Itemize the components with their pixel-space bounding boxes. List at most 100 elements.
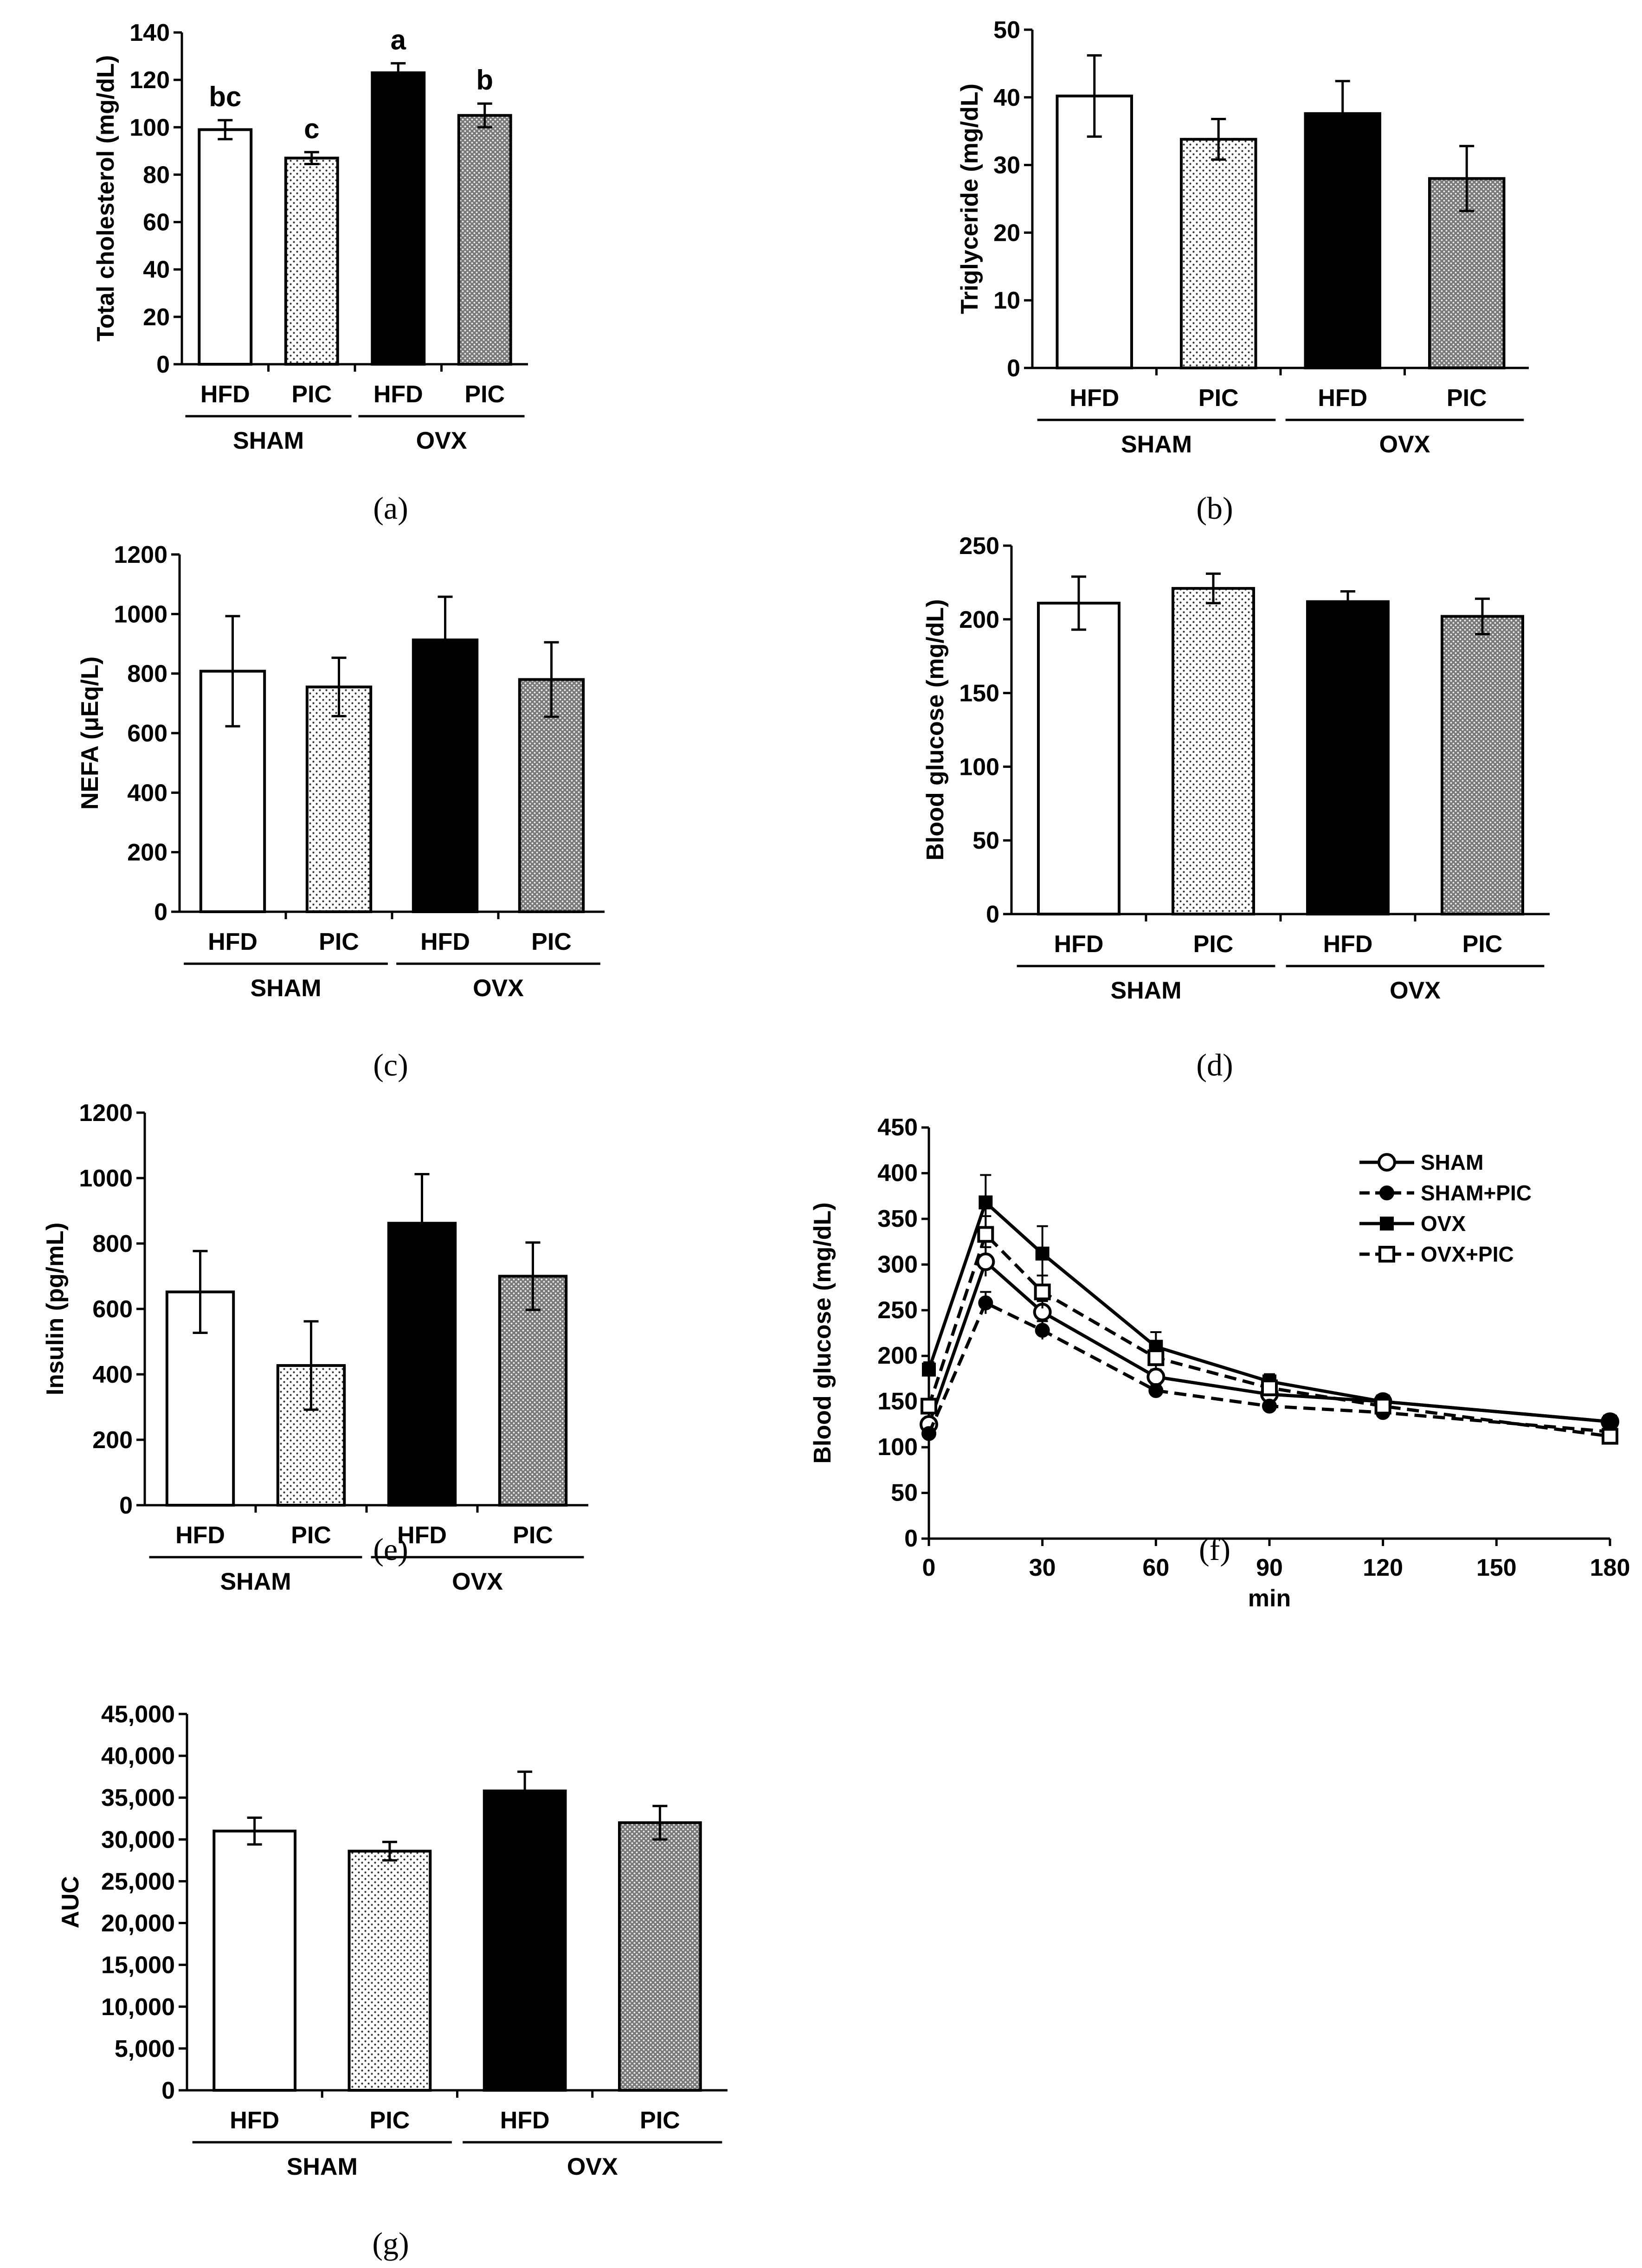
y-tick-label: 100: [959, 754, 999, 780]
group-label: SHAM: [220, 1568, 291, 1595]
data-point: [1261, 1379, 1278, 1397]
legend-marker: [1378, 1153, 1396, 1172]
bar: [412, 638, 479, 913]
bar: [1441, 615, 1524, 915]
x-tick-label: 90: [1256, 1554, 1283, 1581]
treatment-label: PIC: [464, 381, 505, 408]
y-tick-label: 1000: [114, 601, 167, 628]
data-point: [1035, 1246, 1050, 1261]
treatment-label: HFD: [1069, 385, 1119, 412]
legend-label: OVX: [1421, 1211, 1466, 1236]
panel-caption: (c): [373, 1047, 408, 1082]
y-tick-label: 0: [119, 1492, 133, 1519]
panel-caption: (a): [373, 490, 408, 526]
treatment-label: HFD: [1318, 385, 1367, 412]
y-tick-label: 150: [959, 680, 999, 707]
y-axis-label: Blood glucose (mg/dL): [809, 1202, 836, 1463]
group-label: OVX: [1379, 431, 1430, 458]
y-tick-label: 10: [993, 287, 1020, 314]
y-tick-label: 25,000: [101, 1868, 175, 1895]
y-tick-label: 450: [877, 1114, 918, 1141]
panel-caption: (g): [372, 2226, 409, 2261]
y-tick-label: 40: [143, 257, 170, 284]
y-tick-label: 5,000: [115, 2036, 175, 2062]
group-label: SHAM: [287, 2153, 358, 2180]
y-tick-label: 350: [877, 1205, 918, 1232]
y-tick-label: 400: [127, 780, 167, 806]
y-tick-label: 0: [156, 351, 170, 378]
bar: [1037, 601, 1120, 915]
y-tick-label: 100: [877, 1434, 918, 1461]
legend-marker: [1378, 1246, 1395, 1263]
x-tick-label: 60: [1142, 1554, 1169, 1581]
y-tick-label: 30: [993, 152, 1020, 179]
y-tick-label: 1200: [79, 1100, 133, 1127]
y-tick-label: 600: [127, 720, 167, 747]
panel-caption: (d): [1196, 1047, 1233, 1082]
data-point: [921, 1398, 937, 1415]
y-axis-label: Total cholesterol (mg/dL): [92, 55, 119, 341]
y-tick-label: 20: [143, 304, 170, 331]
bar: [284, 156, 339, 366]
significance-label: a: [391, 24, 406, 55]
y-tick-label: 200: [877, 1342, 918, 1369]
bar: [1180, 138, 1257, 369]
treatment-label: PIC: [1462, 931, 1503, 958]
y-axis-label: AUC: [57, 1876, 84, 1928]
bar: [1306, 600, 1390, 915]
group-label: SHAM: [1121, 431, 1192, 458]
chart-panel-f: 0 50 100 150 200 250 300 350 400 450 0 30 60 90 120 150…: [809, 1114, 1630, 1612]
x-tick-label: 0: [922, 1554, 936, 1581]
x-axis-label: min: [1248, 1585, 1291, 1612]
y-tick-label: 0: [986, 901, 999, 928]
y-tick-label: 50: [993, 17, 1020, 44]
y-tick-label: 0: [1007, 355, 1020, 382]
x-tick-label: 150: [1476, 1554, 1517, 1581]
legend: SHAM SHAM+PIC OVX OVX+PIC: [1359, 1150, 1532, 1266]
legend-label: SHAM: [1421, 1150, 1483, 1174]
y-tick-label: 250: [877, 1297, 918, 1324]
treatment-label: HFD: [200, 381, 250, 408]
group-label: SHAM: [1110, 977, 1181, 1004]
y-tick-label: 20,000: [101, 1910, 175, 1937]
data-point: [1602, 1428, 1618, 1445]
group-label: OVX: [452, 1568, 503, 1595]
y-tick-label: 200: [127, 839, 167, 866]
y-tick-label: 600: [92, 1296, 133, 1323]
bar: [198, 128, 253, 366]
treatment-label: HFD: [420, 928, 470, 955]
bar: [457, 114, 512, 366]
y-tick-label: 100: [129, 114, 170, 141]
y-tick-label: 150: [877, 1388, 918, 1415]
bar: [1172, 587, 1255, 915]
y-tick-label: 1200: [114, 541, 167, 568]
x-tick-label: 120: [1363, 1554, 1403, 1581]
data-point: [1262, 1398, 1277, 1414]
y-tick-label: 0: [904, 1525, 918, 1552]
x-tick-label: 180: [1590, 1554, 1630, 1581]
data-point: [922, 1362, 936, 1377]
legend-label: SHAM+PIC: [1421, 1181, 1532, 1205]
data-point: [977, 1226, 994, 1243]
treatment-label: PIC: [531, 928, 572, 955]
chart-panel-a: 0 20 40 60 80 100 120 140 Total cholesterol (mg/…: [92, 19, 528, 526]
legend-marker: [1380, 1217, 1394, 1231]
treatment-label: HFD: [175, 1522, 225, 1549]
y-tick-label: 50: [972, 827, 999, 854]
legend-marker: [1379, 1186, 1394, 1200]
chart-panel-c: 0 200 400 600 800 1000 1200 NEFA (μEq/L) HFD PIC H…: [77, 541, 605, 1082]
y-tick-label: 800: [127, 661, 167, 688]
bar: [371, 71, 426, 366]
series-sham-plus-pic: [921, 1291, 1617, 1441]
treatment-label: HFD: [397, 1522, 447, 1549]
y-tick-label: 250: [959, 533, 999, 560]
group-label: OVX: [473, 975, 524, 1002]
data-point: [1603, 1414, 1617, 1429]
bar: [518, 678, 585, 913]
y-tick-label: 200: [92, 1427, 133, 1454]
y-tick-label: 800: [92, 1231, 133, 1257]
y-tick-label: 15,000: [101, 1952, 175, 1979]
bar: [348, 1849, 432, 2092]
